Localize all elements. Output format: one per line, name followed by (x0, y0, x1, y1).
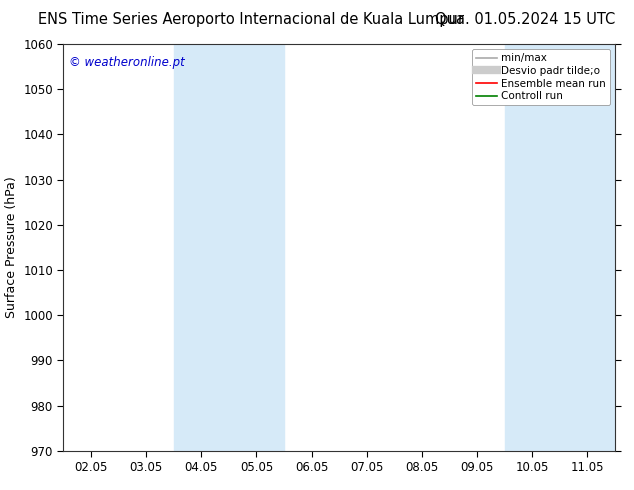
Legend: min/max, Desvio padr tilde;o, Ensemble mean run, Controll run: min/max, Desvio padr tilde;o, Ensemble m… (472, 49, 610, 105)
Bar (505, 44, 615, 451)
Text: Qua. 01.05.2024 15 UTC: Qua. 01.05.2024 15 UTC (435, 12, 615, 27)
Text: ENS Time Series Aeroporto Internacional de Kuala Lumpur: ENS Time Series Aeroporto Internacional … (38, 12, 464, 27)
Text: © weatheronline.pt: © weatheronline.pt (69, 56, 184, 69)
Bar (174, 44, 284, 451)
Y-axis label: Surface Pressure (hPa): Surface Pressure (hPa) (4, 176, 18, 318)
